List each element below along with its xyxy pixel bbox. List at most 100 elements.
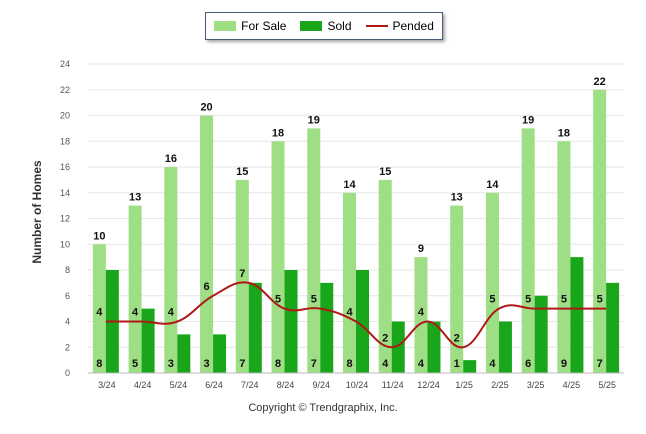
y-tick-label: 22 <box>60 85 70 95</box>
bar-for-sale <box>521 128 535 373</box>
bar-sold <box>498 321 512 373</box>
data-label-for-sale: 19 <box>308 114 320 126</box>
bar-sold <box>356 270 369 373</box>
data-label-for-sale: 22 <box>594 76 606 88</box>
bar-sold <box>177 334 191 373</box>
data-label-pended: 5 <box>525 294 531 306</box>
data-label-pended: 2 <box>382 332 388 344</box>
data-label-pended: 4 <box>132 307 139 319</box>
bar-sold <box>141 308 155 373</box>
x-tick-label: 10/24 <box>346 380 369 390</box>
legend-item-sold[interactable]: Sold <box>300 19 352 33</box>
bar-sold <box>534 295 548 373</box>
x-tick-label: 2/25 <box>491 380 509 390</box>
bar-for-sale <box>235 179 249 373</box>
y-tick-label: 6 <box>65 291 70 301</box>
data-label-for-sale: 16 <box>165 153 177 165</box>
x-tick-label: 4/24 <box>134 380 152 390</box>
data-label-sold: 6 <box>525 358 531 370</box>
legend-item-for-sale[interactable]: For Sale <box>214 19 286 33</box>
data-label-for-sale: 9 <box>418 243 424 255</box>
data-label-sold: 4 <box>382 358 389 370</box>
bar-for-sale <box>307 128 321 373</box>
bar-sold <box>463 360 477 373</box>
data-label-pended: 4 <box>96 307 103 319</box>
y-tick-label: 16 <box>60 162 70 172</box>
data-label-for-sale: 18 <box>272 127 284 139</box>
data-labels: 1084135416342036157718851975148415429441… <box>93 76 606 370</box>
bars <box>92 89 620 373</box>
data-label-pended: 4 <box>168 307 175 319</box>
bar-sold <box>248 282 262 373</box>
data-label-for-sale: 19 <box>522 114 534 126</box>
y-tick-label: 12 <box>60 214 70 224</box>
bar-for-sale <box>593 89 607 373</box>
data-label-for-sale: 20 <box>200 102 212 114</box>
copyright-footer: Copyright © Trendgraphix, Inc. <box>248 402 398 414</box>
y-tick-label: 14 <box>60 188 70 198</box>
legend-label-pended: Pended <box>392 19 434 33</box>
legend-label-sold: Sold <box>327 19 352 33</box>
y-tick-label: 2 <box>65 342 70 352</box>
bar-for-sale <box>164 167 178 373</box>
y-tick-label: 0 <box>65 368 70 378</box>
data-label-pended: 7 <box>239 268 245 280</box>
data-label-sold: 4 <box>489 358 496 370</box>
data-label-for-sale: 14 <box>486 179 499 191</box>
x-tick-label: 4/25 <box>563 380 581 390</box>
data-label-for-sale: 15 <box>379 166 391 178</box>
bar-for-sale <box>128 205 142 373</box>
data-label-sold: 7 <box>597 358 603 370</box>
data-label-pended: 5 <box>489 294 495 306</box>
x-tick-label: 12/24 <box>417 380 440 390</box>
data-label-pended: 4 <box>346 307 353 319</box>
legend-swatch-pended <box>365 25 388 27</box>
y-axis-title: Number of Homes <box>30 160 44 264</box>
x-tick-label: 5/24 <box>170 380 188 390</box>
bar-for-sale <box>450 205 464 373</box>
data-label-pended: 5 <box>561 294 567 306</box>
data-label-pended: 5 <box>597 294 603 306</box>
bar-for-sale <box>557 141 571 373</box>
x-tick-label: 5/25 <box>598 380 616 390</box>
y-tick-label: 18 <box>60 136 70 146</box>
x-tick-label: 9/24 <box>313 380 331 390</box>
data-label-sold: 7 <box>311 358 317 370</box>
data-label-sold: 7 <box>239 358 245 370</box>
data-label-for-sale: 13 <box>129 192 141 204</box>
data-label-sold: 5 <box>132 358 138 370</box>
legend-swatch-sold <box>300 21 323 31</box>
legend-label-for-sale: For Sale <box>241 19 287 33</box>
data-label-sold: 1 <box>454 358 460 370</box>
bar-for-sale <box>485 192 499 373</box>
x-tick-label: 3/24 <box>98 380 116 390</box>
bar-sold <box>570 257 584 373</box>
y-tick-label: 20 <box>60 111 70 121</box>
data-label-pended: 4 <box>418 307 425 319</box>
pended-line-path <box>105 281 607 349</box>
data-label-pended: 2 <box>454 332 460 344</box>
x-tick-label: 8/24 <box>277 380 295 390</box>
y-tick-label: 8 <box>65 265 70 275</box>
y-tick-label: 24 <box>60 59 70 69</box>
x-tick-label: 1/25 <box>455 380 473 390</box>
legend-swatch-for-sale <box>214 21 237 31</box>
x-tick-label: 11/24 <box>382 380 404 390</box>
data-label-pended: 6 <box>204 281 210 293</box>
data-label-for-sale: 18 <box>558 127 570 139</box>
data-label-sold: 3 <box>204 358 210 370</box>
data-label-pended: 5 <box>275 294 281 306</box>
data-label-sold: 8 <box>275 358 281 370</box>
data-label-pended: 5 <box>311 294 317 306</box>
bar-sold <box>284 270 298 373</box>
x-tick-label: 7/24 <box>241 380 259 390</box>
data-label-sold: 4 <box>418 358 425 370</box>
data-label-sold: 8 <box>346 358 352 370</box>
data-label-sold: 3 <box>168 358 174 370</box>
bar-sold <box>213 334 227 373</box>
legend-item-pended[interactable]: Pended <box>365 19 434 33</box>
bar-for-sale <box>92 244 106 373</box>
data-label-sold: 9 <box>561 358 567 370</box>
data-label-for-sale: 14 <box>343 179 356 191</box>
